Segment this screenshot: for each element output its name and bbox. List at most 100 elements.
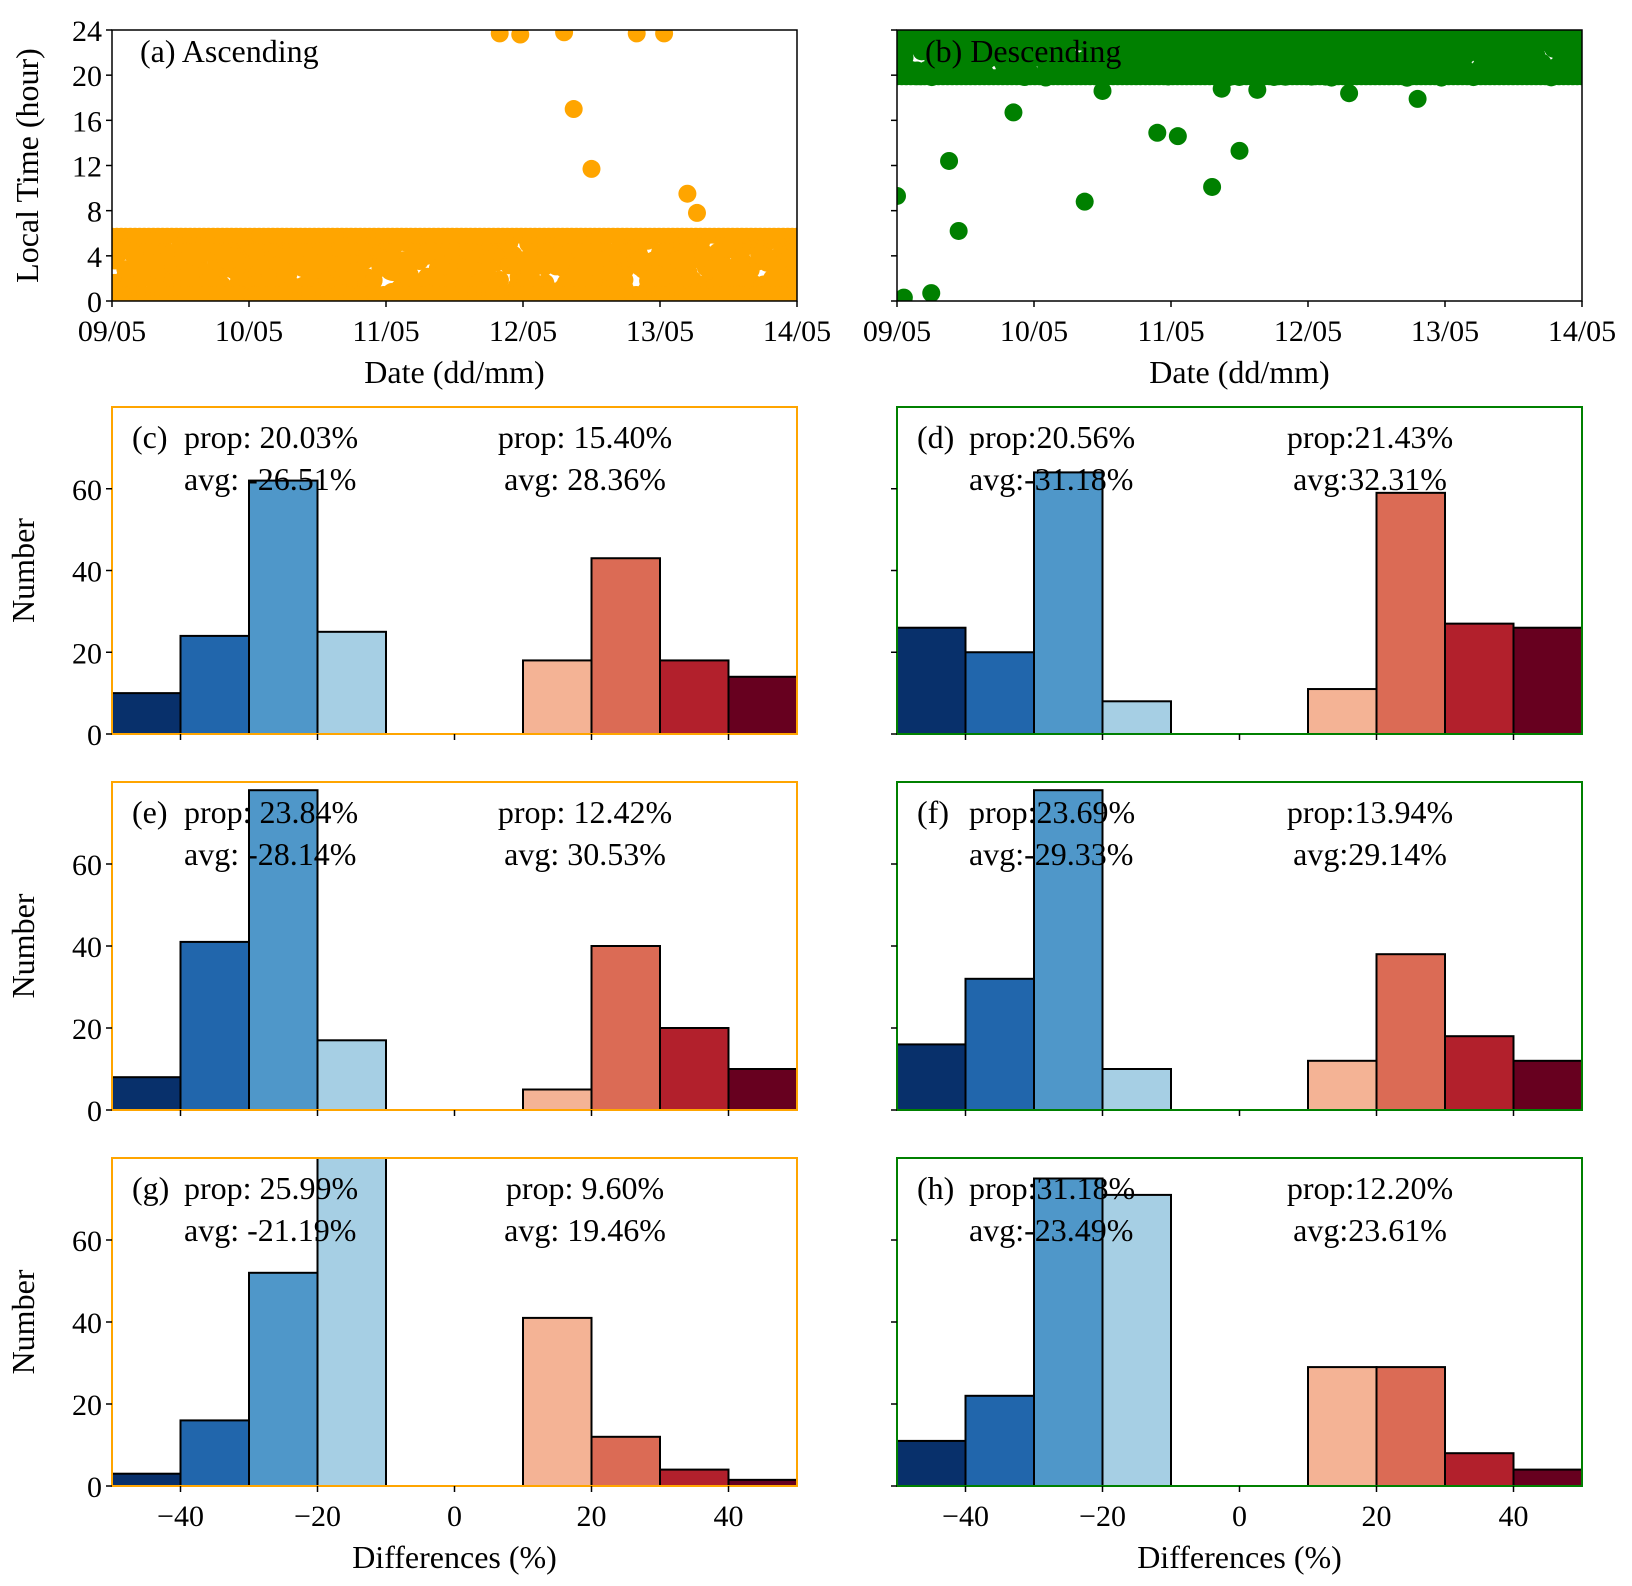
y-tick-label: 0 <box>87 1095 102 1128</box>
x-tick-label: 12/05 <box>489 315 557 348</box>
histogram-bar <box>659 1027 730 1110</box>
panel-label: (f) <box>917 794 949 830</box>
scatter-point <box>790 249 797 267</box>
panel-g: 0 20 40 60 −40 −20 0 20 40 (g) prop: 25.99% avg: -2… <box>5 1157 798 1575</box>
y-tick-label: 4 <box>87 241 102 274</box>
x-tick-label: 09/05 <box>78 315 146 348</box>
panel-d: (d) prop:20.56% avg:-31.18% prop:21.43% avg:… <box>891 406 1583 740</box>
scatter-outlier <box>1148 123 1167 142</box>
histogram-bar <box>590 945 661 1110</box>
y-tick-label: 20 <box>72 1013 102 1046</box>
scatter-outlier <box>1230 141 1249 160</box>
pos-avg-text: avg: 19.46% <box>504 1212 666 1248</box>
panel-label: (d) <box>917 419 954 455</box>
scatter-point <box>787 268 797 287</box>
panel-f: (f) prop:23.69% avg:-29.33% prop:13.94% avg:… <box>891 781 1583 1116</box>
bars-d <box>897 471 1582 734</box>
x-tick-label: 12/05 <box>1274 315 1342 348</box>
scatter-outlier <box>897 186 906 205</box>
histogram-bar <box>248 479 319 734</box>
histogram-bar <box>1033 471 1104 734</box>
x-tick-label: 13/05 <box>626 315 694 348</box>
neg-avg-text: avg: -28.14% <box>184 836 356 872</box>
x-tick-label: 11/05 <box>1137 315 1204 348</box>
x-tick-label: 20 <box>1362 1500 1392 1533</box>
pos-avg-text: avg:32.31% <box>1293 461 1447 497</box>
scatter-outlier <box>940 151 959 170</box>
histogram-bar <box>727 675 797 734</box>
y-tick-label: 60 <box>72 1225 102 1258</box>
scatter-outlier <box>897 288 913 301</box>
x-tick-label: 10/05 <box>1000 315 1068 348</box>
neg-avg-text: avg:-31.18% <box>969 461 1133 497</box>
bars-c <box>112 479 797 734</box>
scatter-outlier <box>582 159 601 178</box>
y-axis-label: Local Time (hour) <box>9 48 45 283</box>
pos-avg-text: avg: 28.36% <box>504 461 666 497</box>
scatter-outlier <box>490 30 509 43</box>
y-axis-label: Number <box>5 518 41 623</box>
neg-prop-text: prop:31.18% <box>969 1170 1135 1206</box>
histogram-bar <box>1512 1468 1582 1486</box>
y-tick-label: 20 <box>72 637 102 670</box>
scatter-points-b <box>897 30 1582 301</box>
histogram-bar <box>112 692 182 734</box>
bars-f <box>897 789 1582 1110</box>
pos-avg-text: avg:23.61% <box>1293 1212 1447 1248</box>
scatter-outlier <box>511 30 530 44</box>
histogram-bar <box>964 1394 1035 1486</box>
y-tick-label: 12 <box>72 151 102 184</box>
bars-g <box>112 1158 797 1486</box>
scatter-point <box>1575 46 1582 64</box>
neg-prop-text: prop:23.69% <box>969 794 1135 830</box>
scatter-outlier <box>555 30 574 42</box>
scatter-outlier <box>1004 103 1023 122</box>
histogram-bar <box>522 1316 593 1486</box>
panel-label: (a) Ascending <box>140 33 319 69</box>
x-tick-label: 10/05 <box>215 315 283 348</box>
x-axis-label: Differences (%) <box>352 1539 557 1575</box>
panel-c: 0 20 40 60 (c) prop: 20.03% avg: -26.51% prop: … <box>5 406 798 752</box>
scatter-outlier <box>1203 177 1222 196</box>
panel-b: 09/05 10/05 11/05 12/05 13/05 14/05 (b) Descen… <box>863 29 1616 390</box>
histogram-bar <box>659 1468 730 1486</box>
scatter-outlier <box>949 221 968 240</box>
histogram-bar <box>179 1419 250 1486</box>
histogram-bar <box>1512 626 1582 734</box>
histogram-bar <box>897 1043 967 1110</box>
neg-avg-text: avg:-29.33% <box>969 836 1133 872</box>
scatter-point <box>789 286 797 301</box>
scatter-outlier <box>678 184 697 203</box>
x-tick-label: −20 <box>1079 1500 1126 1533</box>
scatter-outlier <box>1340 84 1359 103</box>
scatter-outlier <box>627 30 646 43</box>
histogram-bar <box>316 1158 387 1486</box>
scatter-points-a <box>112 30 797 301</box>
x-tick-label: 14/05 <box>1548 315 1616 348</box>
histogram-bar <box>590 1435 661 1486</box>
histogram-bar <box>1101 1068 1172 1110</box>
y-tick-label: 0 <box>87 1471 102 1504</box>
y-tick-label: 0 <box>87 719 102 752</box>
histogram-bar <box>248 1271 319 1486</box>
histogram-bar <box>316 1039 387 1110</box>
histogram-bar <box>1375 953 1446 1110</box>
histogram-bar <box>1307 1059 1378 1110</box>
scatter-outlier <box>655 30 674 43</box>
histogram-bar <box>1307 688 1378 734</box>
histogram-bar <box>1444 1035 1515 1110</box>
y-axis-label: Number <box>5 1269 41 1374</box>
pos-avg-text: avg:29.14% <box>1293 836 1447 872</box>
histogram-bar <box>522 659 593 734</box>
y-tick-label: 40 <box>72 556 102 589</box>
neg-prop-text: prop: 20.03% <box>184 419 358 455</box>
pos-prop-text: prop:13.94% <box>1287 794 1453 830</box>
y-axis-label: Number <box>5 893 41 998</box>
scatter-point <box>1574 30 1582 45</box>
x-axis-label: Differences (%) <box>1137 1539 1342 1575</box>
histogram-bar <box>1512 1059 1582 1110</box>
x-axis-label: Date (dd/mm) <box>1149 354 1329 390</box>
histogram-bar <box>659 659 730 734</box>
histogram-bar <box>1307 1366 1378 1486</box>
